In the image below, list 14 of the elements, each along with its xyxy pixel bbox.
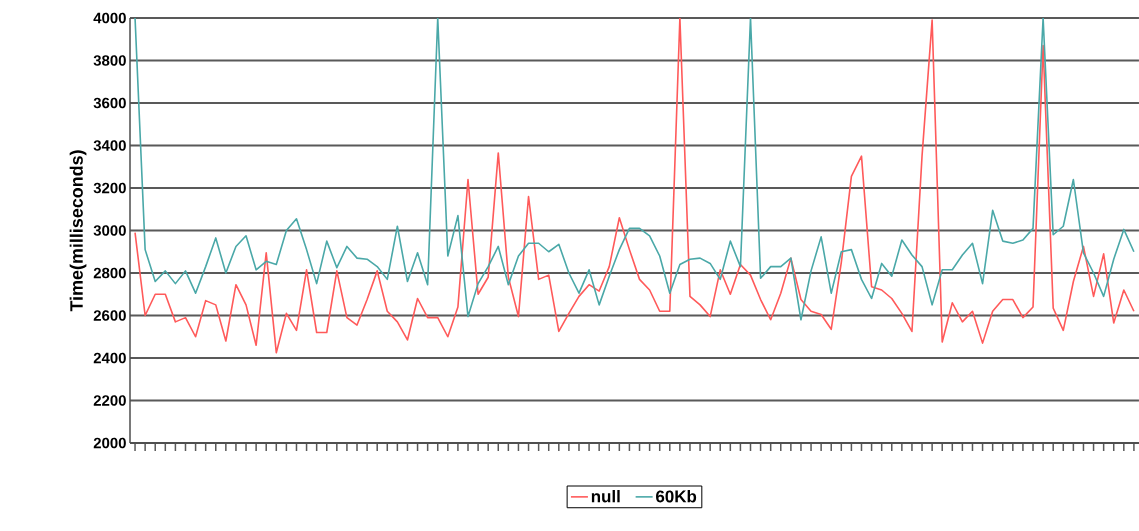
y-tick-label: 3000 [93, 225, 126, 236]
y-tick-label: 3400 [93, 140, 126, 151]
y-tick-label: 2800 [93, 267, 126, 279]
y-tick-label: 2400 [93, 352, 126, 364]
y-tick-label: 2000 [93, 437, 126, 449]
y-tick-label: 3200 [93, 182, 126, 194]
y-tick-label: 3800 [93, 55, 126, 66]
y-tick-label: 2200 [93, 395, 126, 406]
legend-label: 60Kb [656, 490, 697, 503]
y-axis-title: Time(milliseconds) [69, 150, 87, 312]
y-tick-label: 3600 [93, 97, 126, 109]
y-tick-label: 4000 [93, 12, 126, 24]
y-tick-label: 2600 [93, 310, 126, 321]
legend-label: null [591, 490, 620, 503]
